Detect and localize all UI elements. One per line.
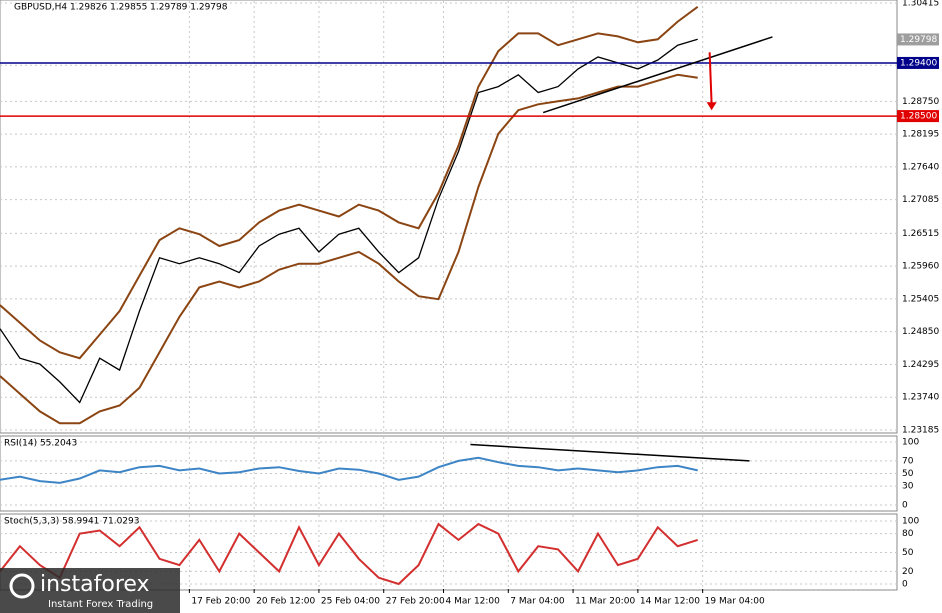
x-tick-label: 25 Feb 04:00	[321, 597, 380, 607]
x-tick-label: 27 Feb 20:00	[386, 597, 445, 607]
logo-bg	[0, 568, 180, 613]
series-line	[0, 522, 699, 586]
rsi-panel	[0, 435, 898, 512]
y-tick-label: 1.25960	[902, 262, 939, 272]
arrow-head	[706, 102, 717, 111]
logo-name: instaforex	[40, 572, 150, 597]
y-tick-label: 1.28750	[902, 97, 939, 107]
panel-title: GBPUSD,H4 1.29826 1.29855 1.29789 1.2979…	[14, 3, 228, 13]
x-tick-label: 11 Mar 20:00	[575, 597, 635, 607]
y-tick-label: 100	[902, 438, 919, 448]
arrow-shaft	[708, 52, 713, 105]
y-tick-label: 1.27640	[902, 162, 939, 172]
logo-tagline: Instant Forex Trading	[48, 599, 153, 610]
level-label: 1.29400	[900, 58, 937, 68]
y-tick-label: 1.30415	[902, 0, 939, 9]
level-box	[897, 56, 939, 69]
y-tick-label: 20	[902, 567, 914, 577]
y-tick-label: 1.24850	[902, 327, 939, 337]
level-box	[897, 33, 939, 46]
trend-line	[542, 36, 773, 114]
x-tick-label: 4 Mar 12:00	[446, 597, 501, 607]
logo-icon	[9, 573, 35, 599]
y-tick-label: 100	[902, 517, 919, 527]
series-line	[0, 73, 698, 425]
panel-title: RSI(14) 55.2043	[4, 439, 77, 449]
x-tick-label: 7 Mar 04:00	[510, 597, 565, 607]
y-tick-label: 1.23740	[902, 393, 939, 403]
y-tick-label: 1.24295	[902, 360, 939, 370]
x-tick-label: 20 Feb 12:00	[256, 597, 315, 607]
x-tick-label: 17 Feb 20:00	[191, 597, 250, 607]
logo: instaforex Instant Forex Trading	[0, 568, 180, 613]
x-tick-label: 19 Mar 04:00	[705, 597, 765, 607]
series-line	[0, 456, 698, 484]
y-tick-label: 30	[902, 482, 914, 492]
x-tick-label: 14 Mar 12:00	[640, 597, 700, 607]
level-label: 1.29798	[900, 35, 937, 45]
y-tick-label: 50	[902, 469, 914, 479]
y-tick-label: 50	[902, 548, 914, 558]
level-label: 1.28500	[900, 112, 937, 122]
series-line	[0, 38, 698, 404]
y-tick-label: 0	[902, 580, 908, 590]
panel-title: Stoch(5,3,3) 58.9941 71.0293	[4, 517, 139, 527]
main-panel	[0, 0, 898, 434]
y-tick-label: 1.23185	[902, 426, 939, 436]
level-box	[897, 110, 939, 123]
y-tick-label: 1.26515	[902, 229, 939, 239]
y-tick-label: 1.27085	[902, 195, 939, 205]
trend-line	[470, 443, 750, 462]
y-tick-label: 80	[902, 529, 914, 539]
series-line	[0, 5, 699, 360]
y-tick-label: 70	[902, 456, 914, 466]
y-tick-label: 1.25405	[902, 294, 939, 304]
y-tick-label: 0	[902, 501, 908, 511]
y-tick-label: 1.28195	[902, 130, 939, 140]
